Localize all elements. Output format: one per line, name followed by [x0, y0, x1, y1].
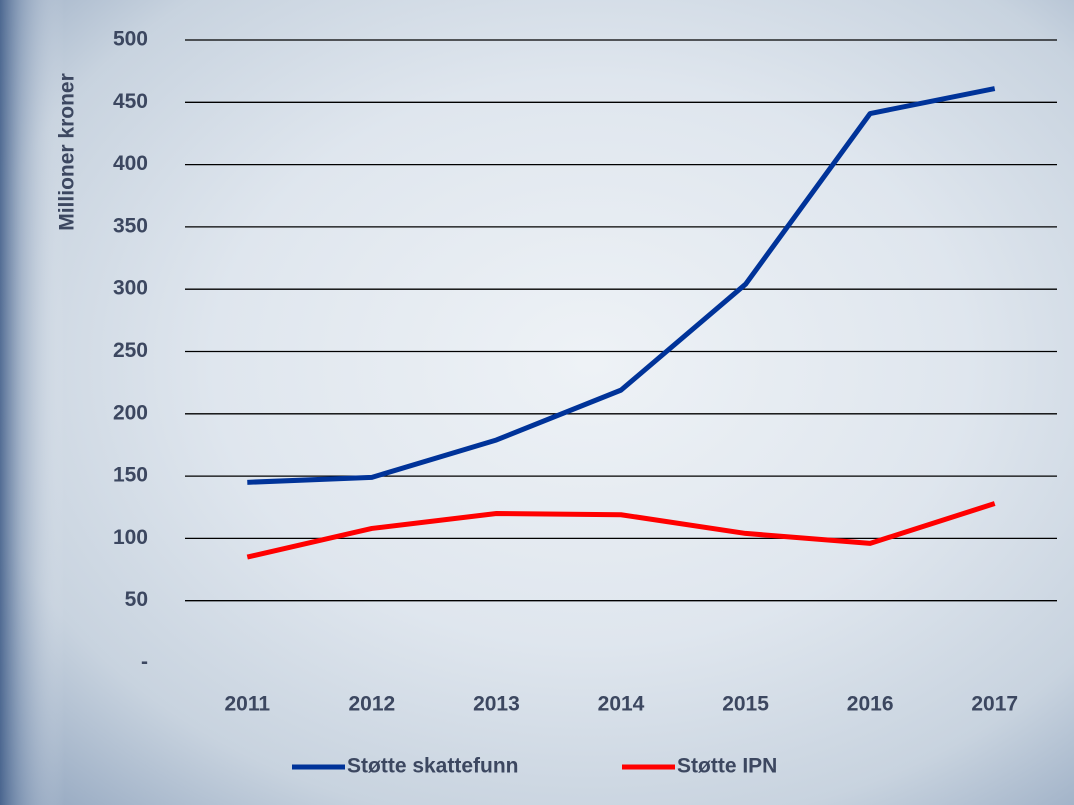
y-tick-label: 200: [113, 401, 148, 424]
y-tick-label: 250: [113, 339, 148, 362]
x-tick-label: 2012: [348, 693, 395, 716]
y-tick-label: 350: [113, 214, 148, 237]
y-tick-label: 100: [113, 526, 148, 549]
x-tick-label: 2013: [473, 693, 520, 716]
y-tick-label: 450: [113, 90, 148, 113]
x-tick-label: 2015: [722, 693, 769, 716]
x-tick-label: 2014: [598, 693, 645, 716]
y-tick-label: 300: [113, 277, 148, 300]
y-tick-label: -: [141, 651, 148, 674]
legend-label: Støtte IPN: [677, 755, 777, 778]
legend-label: Støtte skattefunn: [347, 755, 519, 778]
y-tick-label: 500: [113, 28, 148, 51]
y-tick-label: 50: [125, 588, 148, 611]
x-tick-label: 2017: [971, 693, 1018, 716]
x-tick-label: 2016: [847, 693, 894, 716]
y-tick-label: 400: [113, 152, 148, 175]
y-tick-label: 150: [113, 464, 148, 487]
series-line: [247, 86, 996, 485]
series-line: [246, 501, 996, 560]
y-axis-title: Millioner kroner: [56, 73, 79, 231]
x-tick-label: 2011: [225, 693, 271, 716]
